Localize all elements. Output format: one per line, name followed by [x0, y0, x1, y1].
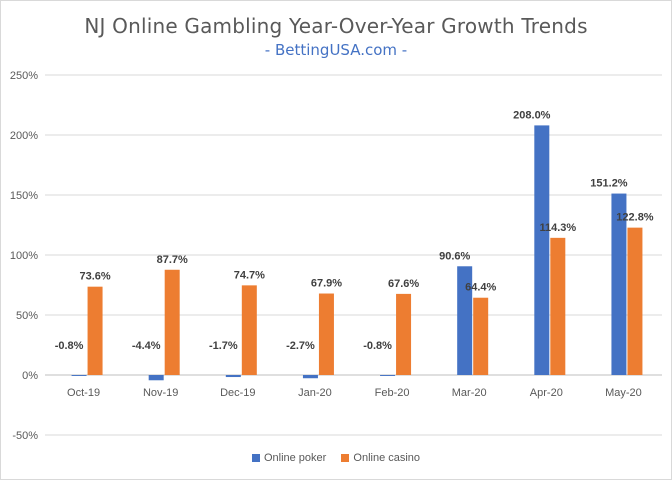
data-label: 87.7%	[157, 254, 188, 266]
bar-online-poker	[302, 375, 318, 379]
x-tick-label: Oct-19	[67, 387, 100, 399]
legend-label-poker: Online poker	[263, 452, 327, 464]
y-tick-label: 0%	[22, 370, 38, 382]
data-label: -1.7%	[209, 340, 238, 352]
legend-item-poker: Online poker	[251, 452, 327, 464]
data-label: -4.4%	[132, 340, 161, 352]
bar-online-poker	[457, 266, 473, 375]
bar-online-casino	[241, 285, 257, 375]
y-tick-label: 50%	[16, 310, 38, 322]
data-label: 151.2%	[590, 178, 628, 190]
y-tick-label: 250%	[10, 70, 38, 82]
bar-online-casino	[318, 293, 334, 375]
bar-online-casino	[550, 237, 566, 375]
y-tick-label: -50%	[12, 430, 38, 442]
y-tick-label: 100%	[10, 250, 38, 262]
y-tick-label: 200%	[10, 130, 38, 142]
data-label: 67.6%	[388, 278, 419, 290]
data-label: 114.3%	[539, 222, 576, 234]
data-label: 67.9%	[311, 278, 342, 290]
chart-subtitle: - BettingUSA.com -	[264, 41, 408, 59]
data-label: 73.6%	[79, 271, 110, 283]
x-tick-label: Dec-19	[220, 387, 255, 399]
y-tick-label: 150%	[10, 190, 38, 202]
bar-online-poker	[148, 375, 164, 381]
legend-item-casino: Online casino	[341, 452, 420, 464]
legend-swatch-poker	[251, 454, 260, 462]
data-label: -0.8%	[363, 340, 392, 352]
bar-online-poker	[380, 375, 396, 376]
legend-label-casino: Online casino	[353, 452, 421, 464]
bar-online-casino	[473, 297, 489, 375]
bar-online-casino	[87, 286, 103, 375]
x-tick-label: Feb-20	[375, 387, 410, 399]
x-tick-label: May-20	[605, 387, 642, 399]
bar-online-casino	[164, 269, 180, 375]
bar-online-poker	[71, 375, 87, 376]
data-label: 122.8%	[616, 212, 654, 224]
data-label: -0.8%	[55, 340, 84, 352]
bar-online-poker	[534, 125, 550, 376]
data-label: 90.6%	[439, 250, 470, 262]
bar-online-casino	[627, 227, 643, 375]
chart-title: NJ Online Gambling Year-Over-Year Growth…	[84, 14, 588, 38]
bar-online-poker	[611, 193, 627, 375]
legend: Online poker Online casino	[0, 452, 672, 465]
data-label: -2.7%	[286, 340, 315, 352]
bar-online-poker	[225, 375, 241, 378]
bar-online-casino	[396, 293, 412, 375]
x-tick-label: Nov-19	[143, 387, 178, 399]
x-tick-label: Jan-20	[298, 387, 332, 399]
data-label: 208.0%	[513, 109, 551, 121]
x-tick-label: Mar-20	[452, 387, 487, 399]
data-label: 74.7%	[234, 269, 265, 281]
x-tick-label: Apr-20	[530, 387, 563, 399]
legend-swatch-casino	[341, 454, 350, 462]
data-label: 64.4%	[465, 282, 496, 294]
